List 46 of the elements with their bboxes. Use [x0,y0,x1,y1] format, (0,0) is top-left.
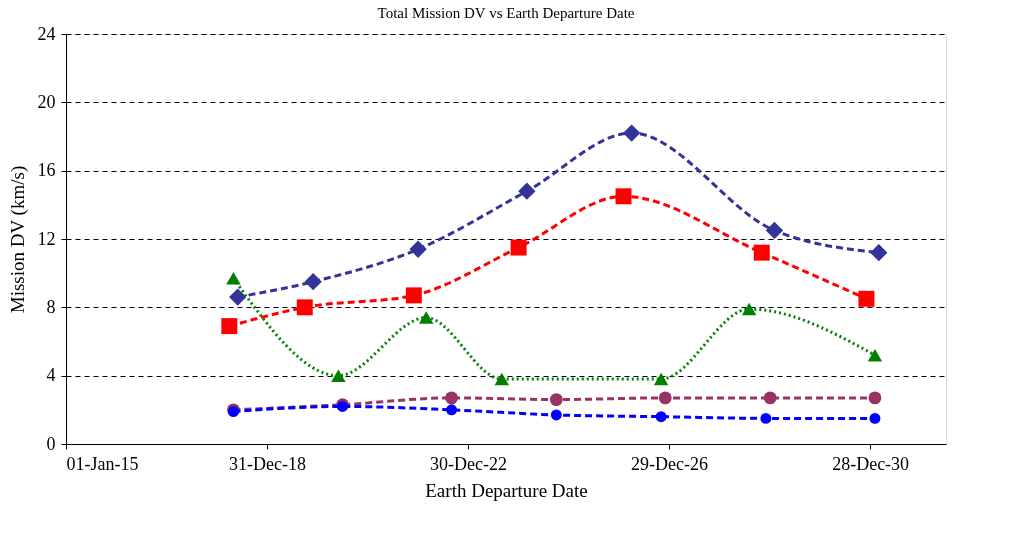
point [868,391,882,405]
x-tick-label: 29-Dec-26 [631,453,709,474]
x-axis-title: Earth Departure Date [425,479,588,501]
point [653,372,669,386]
y-tick-label: 0 [46,433,56,454]
point [753,244,770,261]
point [760,412,772,424]
point [510,239,527,256]
point [615,188,632,205]
point [741,302,757,316]
x-tick-label: 01-Jan-15 [66,453,139,474]
x-tick-label: 28-Dec-30 [832,453,910,474]
point [446,404,458,416]
point [549,393,563,406]
point [229,288,247,306]
point [763,391,777,405]
y-tick-label: 24 [37,23,56,44]
point [221,318,238,335]
point [658,391,672,405]
point [518,182,536,200]
point [858,290,875,307]
y-tick-label: 16 [37,160,56,181]
x-tick-label: 31-Dec-18 [229,453,307,474]
point [405,287,422,304]
point [304,273,322,291]
chart-title: Total Mission DV vs Earth Departure Date [377,5,635,21]
y-tick-label: 4 [46,365,56,386]
point [445,391,458,405]
point [870,244,888,262]
point [550,409,562,421]
point [494,372,510,386]
y-tick-label: 20 [37,91,56,112]
point [765,221,784,240]
point [418,311,434,324]
point [296,299,313,316]
point [622,124,641,142]
point [226,272,241,285]
point [869,412,881,424]
point [409,240,427,258]
point [655,411,667,423]
x-tick-label: 30-Dec-22 [430,453,508,474]
y-axis-title: Mission DV (km/s) [6,165,29,314]
point [331,369,346,382]
point [867,348,883,362]
y-tick-label: 12 [37,228,56,249]
y-tick-label: 8 [46,296,56,317]
